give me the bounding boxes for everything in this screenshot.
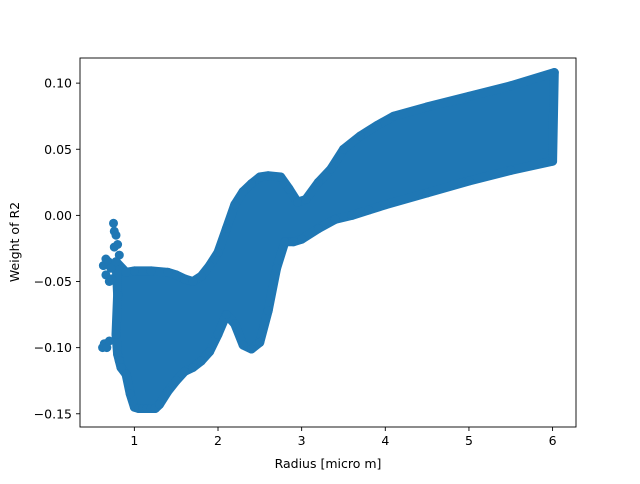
data-point	[506, 165, 516, 175]
data-point	[549, 68, 559, 77]
data-point	[263, 306, 273, 316]
data-point	[188, 277, 198, 286]
data-point	[293, 197, 302, 207]
y-axis-label: Weight of R2	[7, 202, 22, 282]
x-tick-label: 2	[214, 433, 222, 448]
data-point	[330, 214, 340, 224]
data-point	[247, 179, 256, 189]
data-point	[221, 224, 231, 234]
data-point	[422, 188, 432, 198]
data-point	[284, 184, 294, 194]
data-point	[171, 270, 181, 280]
data-point	[238, 340, 248, 350]
data-point	[213, 329, 223, 339]
data-point	[221, 310, 231, 320]
data-point	[339, 144, 348, 154]
data-point	[213, 247, 223, 257]
x-tick-label: 6	[549, 433, 557, 448]
data-point	[171, 376, 181, 386]
data-point	[276, 172, 286, 182]
data-point	[280, 237, 290, 247]
y-tick-label: −0.15	[34, 406, 72, 421]
data-point	[313, 224, 323, 234]
data-point	[272, 263, 282, 273]
data-point	[155, 400, 164, 409]
x-tick-label: 5	[465, 433, 473, 448]
data-point	[104, 336, 114, 346]
data-point	[121, 369, 131, 379]
y-tick-label: 0.05	[44, 142, 72, 157]
data-point	[255, 337, 265, 347]
data-point	[180, 367, 190, 376]
data-point	[255, 172, 265, 182]
data-point	[111, 230, 121, 240]
data-point	[116, 363, 126, 372]
x-axis-label: Radius [micro m]	[275, 456, 382, 471]
data-point	[106, 263, 116, 273]
data-point	[464, 91, 474, 101]
data-point	[107, 274, 117, 284]
data-point	[146, 266, 156, 276]
data-point	[121, 267, 131, 277]
data-point	[355, 131, 365, 141]
data-point	[196, 356, 206, 366]
data-point	[238, 187, 248, 197]
data-point	[301, 195, 311, 204]
data-point	[109, 218, 118, 228]
data-point	[205, 347, 215, 357]
data-point	[326, 164, 336, 174]
data-point	[422, 102, 432, 112]
data-point	[364, 205, 374, 215]
y-axis: −0.15 −0.10 −0.05 0.00 0.05 0.10	[34, 76, 80, 421]
data-point	[180, 274, 190, 284]
data-point	[230, 200, 240, 210]
data-point	[263, 171, 273, 181]
data-point	[163, 267, 173, 277]
plot-frame	[79, 57, 577, 428]
data-point	[313, 177, 323, 187]
data-point	[230, 319, 240, 329]
data-point	[380, 200, 390, 210]
data-point	[297, 234, 307, 244]
data-point	[464, 176, 474, 186]
data-point	[506, 81, 516, 91]
y-tick-label: −0.05	[34, 274, 72, 289]
data-point	[129, 266, 139, 276]
data-point	[389, 111, 399, 121]
data-point	[205, 261, 215, 271]
data-point	[111, 257, 121, 267]
x-tick-label: 4	[381, 433, 389, 448]
data-point	[247, 344, 256, 354]
data-point	[113, 290, 123, 300]
data-point	[372, 121, 382, 130]
data-point	[288, 237, 298, 247]
data-layer	[98, 68, 559, 413]
data-point	[113, 240, 123, 249]
data-point	[188, 363, 198, 372]
x-axis: 1 2 3 4 5 6	[130, 427, 557, 448]
data-point	[111, 329, 121, 339]
x-tick-label: 3	[298, 433, 306, 448]
data-point	[548, 156, 558, 166]
y-tick-label: −0.10	[34, 340, 72, 355]
y-tick-label: 0.00	[44, 208, 72, 223]
x-tick-label: 1	[130, 433, 138, 448]
data-point	[347, 210, 357, 220]
data-point	[125, 389, 135, 399]
data-point	[196, 271, 206, 281]
data-point	[163, 386, 173, 396]
y-tick-label: 0.10	[44, 76, 72, 91]
